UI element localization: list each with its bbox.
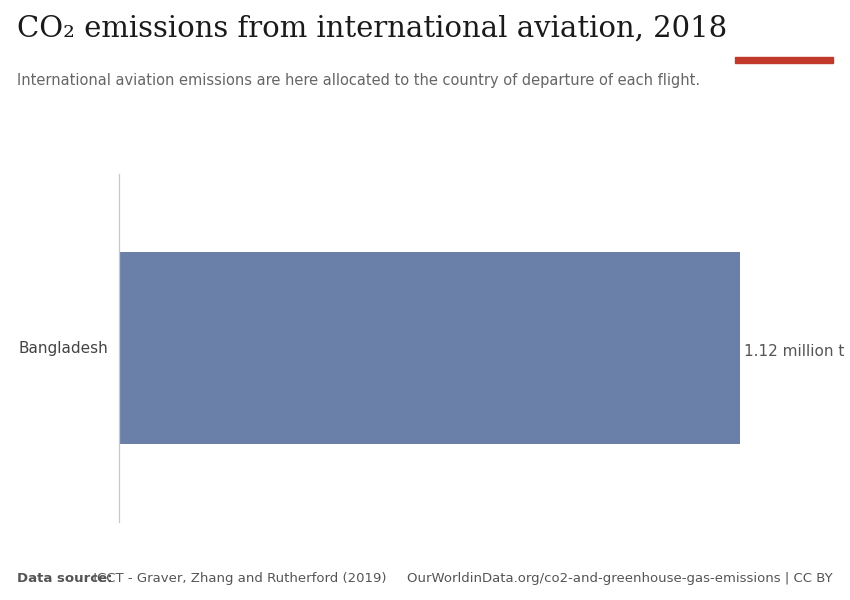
Text: International aviation emissions are here allocated to the country of departure : International aviation emissions are her… (17, 73, 700, 88)
Bar (735, 58, 833, 63)
Text: OurWorldinData.org/co2-and-greenhouse-gas-emissions | CC BY: OurWorldinData.org/co2-and-greenhouse-ga… (407, 572, 833, 585)
Text: ICCT - Graver, Zhang and Rutherford (2019): ICCT - Graver, Zhang and Rutherford (201… (89, 572, 387, 585)
Text: Our World: Our World (751, 22, 818, 35)
Text: Bangladesh: Bangladesh (18, 340, 108, 355)
Text: Data source:: Data source: (17, 572, 112, 585)
Text: CO₂ emissions from international aviation, 2018: CO₂ emissions from international aviatio… (17, 15, 728, 43)
Text: in Data: in Data (760, 41, 808, 54)
Bar (119, 251, 740, 445)
Text: 1.12 million t: 1.12 million t (744, 343, 844, 358)
